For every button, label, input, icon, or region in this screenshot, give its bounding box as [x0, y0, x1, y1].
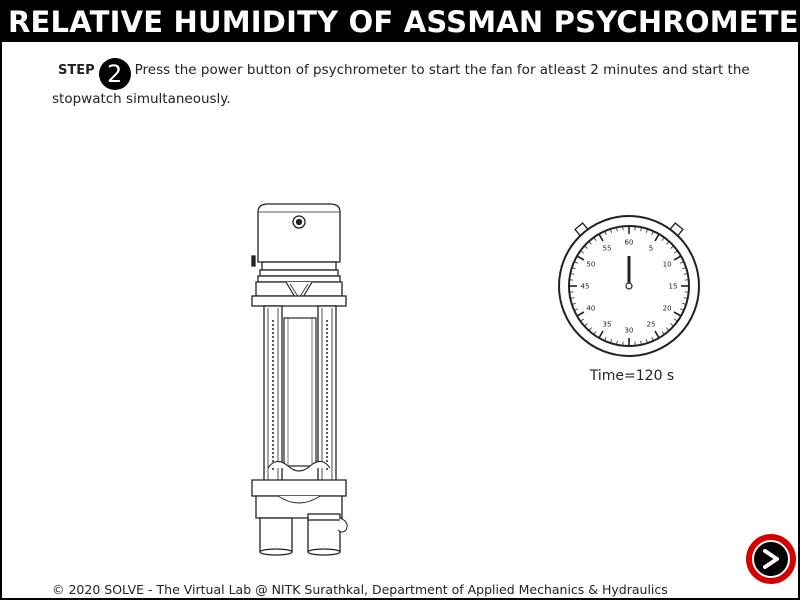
stopwatch-dial-number: 55 — [603, 244, 612, 252]
stopwatch-minor-tick — [571, 267, 576, 270]
stopwatch-minor-tick — [574, 308, 579, 311]
stopwatch-minor-tick — [640, 227, 642, 232]
stopwatch-dial-number: 60 — [625, 239, 634, 247]
stopwatch-dial-number: 20 — [663, 305, 672, 313]
stopwatch-minor-tick — [666, 327, 670, 331]
stopwatch-minor-tick — [616, 227, 618, 232]
stopwatch-minor-tick — [584, 245, 588, 249]
stopwatch-minor-tick — [616, 340, 618, 345]
stopwatch-minor-tick — [651, 336, 654, 341]
stopwatch-minor-tick — [683, 297, 688, 299]
stopwatch-minor-tick — [670, 245, 674, 249]
stopwatch-dial-number: 40 — [586, 305, 595, 313]
stopwatch-minor-tick — [661, 237, 665, 241]
stopwatch-major-tick — [673, 311, 682, 317]
stopwatch-major-tick — [673, 255, 682, 261]
footer-copyright: © 2020 SOLVE - The Virtual Lab @ NITK Su… — [52, 582, 668, 597]
stopwatch-minor-tick — [679, 261, 684, 264]
stopwatch-minor-tick — [651, 231, 654, 236]
arrow-right-icon — [763, 549, 779, 569]
next-button[interactable] — [746, 534, 796, 584]
stopwatch-minor-tick — [645, 228, 648, 233]
stopwatch-minor-tick — [683, 273, 688, 275]
page-title-text: RELATIVE HUMIDITY OF ASSMAN PSYCHROMETER — [8, 5, 798, 39]
stopwatch-minor-tick — [679, 308, 684, 311]
stopwatch-minor-tick — [570, 297, 575, 299]
next-button-face[interactable] — [752, 540, 790, 578]
stopwatch-minor-tick — [570, 273, 575, 275]
stopwatch-major-tick — [576, 311, 585, 317]
stopwatch-minor-tick — [670, 323, 674, 327]
stopwatch: 60 5 10 15 20 25 30 35 40 45 50 55 — [558, 215, 700, 357]
stopwatch-major-tick — [654, 330, 660, 339]
stopwatch-dial-number: 35 — [603, 321, 612, 329]
stopwatch-minor-tick — [593, 331, 597, 335]
stopwatch-minor-tick — [580, 250, 584, 254]
stopwatch-dial-number: 10 — [663, 261, 672, 269]
stopwatch-minor-tick — [593, 237, 597, 241]
stopwatch-minor-tick — [588, 327, 592, 331]
stopwatch-minor-tick — [682, 302, 687, 305]
psychrometer-illustration — [251, 203, 348, 556]
stopwatch-major-tick — [576, 255, 585, 261]
stopwatch-dial-number: 45 — [581, 283, 590, 291]
stopwatch-minor-tick — [588, 241, 592, 245]
stopwatch-minor-tick — [604, 231, 607, 236]
stopwatch-minor-tick — [574, 261, 579, 264]
stopwatch-dial-number: 50 — [586, 261, 595, 269]
stopwatch-minor-tick — [580, 318, 584, 322]
stopwatch-ticks — [569, 226, 689, 346]
stopwatch-minor-tick — [584, 323, 588, 327]
stopwatch-dial-number: 15 — [669, 283, 678, 291]
stopwatch-minor-tick — [666, 241, 670, 245]
step-instruction-text: Press the power button of psychrometer t… — [52, 62, 750, 107]
stopwatch-minor-tick — [674, 250, 678, 254]
time-readout: Time=120 s — [589, 368, 675, 384]
stopwatch-minor-tick — [661, 331, 665, 335]
stopwatch-dial-number: 5 — [649, 244, 653, 252]
stopwatch-minor-tick — [571, 302, 576, 305]
stopwatch-minor-tick — [682, 267, 687, 270]
stopwatch-major-tick — [598, 233, 604, 242]
step-number-badge: 2 — [98, 58, 131, 90]
power-button-icon[interactable] — [292, 215, 306, 229]
stopwatch-dial-number: 25 — [647, 321, 656, 329]
stopwatch-minor-tick — [674, 318, 678, 322]
step-instruction: STEP 2 Press the power button of psychrome… — [52, 58, 790, 108]
stopwatch-major-tick — [654, 233, 660, 242]
page-title: RELATIVE HUMIDITY OF ASSMAN PSYCHROMETER — [2, 2, 798, 42]
stopwatch-major-tick — [598, 330, 604, 339]
step-label: STEP — [58, 63, 95, 78]
stopwatch-minor-tick — [610, 339, 613, 344]
stopwatch-minor-tick — [640, 340, 642, 345]
stopwatch-minor-tick — [610, 228, 613, 233]
stopwatch-dial-numbers: 60 5 10 15 20 25 30 35 40 45 50 55 — [581, 239, 678, 335]
stopwatch-minor-tick — [645, 339, 648, 344]
stopwatch-dial-number: 30 — [625, 327, 634, 335]
stopwatch-minor-tick — [604, 336, 607, 341]
